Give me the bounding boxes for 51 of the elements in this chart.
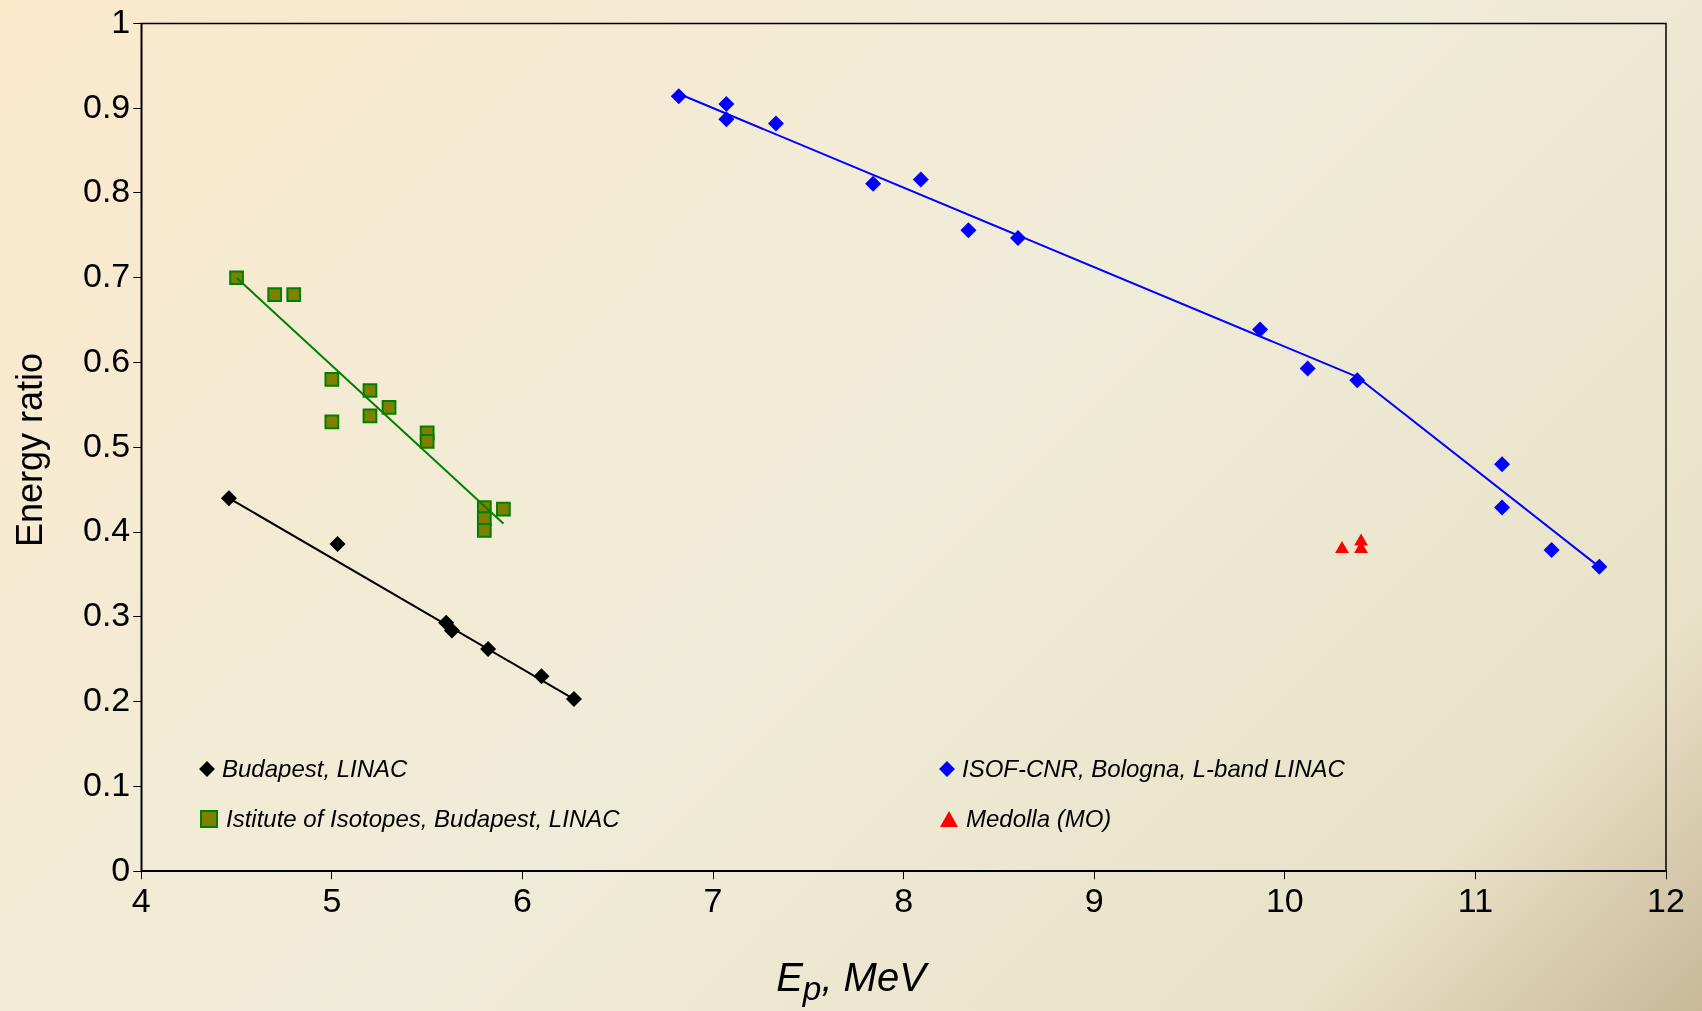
legend-label: Medolla (MO) (966, 805, 1112, 833)
point (912, 171, 929, 188)
y-tick-label: 0.6 (83, 340, 131, 379)
point (767, 115, 784, 132)
point (1299, 360, 1316, 377)
y-tick-label: 0 (111, 849, 131, 888)
point (476, 523, 492, 538)
y-axis-title: Energy ratio (9, 352, 51, 548)
point (1252, 321, 1269, 338)
legend-label: Budapest, LINAC (222, 755, 408, 783)
point (1335, 541, 1349, 554)
y-tick-label: 0.2 (83, 680, 131, 719)
point (496, 501, 511, 517)
x-tick-label: 5 (322, 880, 342, 919)
point (329, 535, 346, 552)
point (565, 691, 582, 708)
x-tick-label: 12 (1647, 880, 1685, 919)
y-tick-label: 0.9 (83, 86, 131, 125)
y-tick-label: 0.8 (83, 171, 131, 210)
x-tick-label: 4 (131, 880, 151, 919)
point (1543, 541, 1560, 558)
point (419, 434, 435, 449)
point (865, 175, 882, 192)
point (324, 414, 340, 430)
y-tick-label: 0.5 (83, 425, 131, 464)
y-tick-label: 0.1 (83, 764, 131, 803)
point (362, 408, 378, 424)
x-tick-label: 9 (1084, 880, 1104, 919)
y-tick-label: 0.4 (83, 510, 131, 549)
x-tick-label: 11 (1457, 880, 1494, 919)
point (324, 372, 340, 387)
x-tick-label: 8 (894, 880, 914, 919)
point (1494, 456, 1511, 473)
legend-label: ISOF-CNR, Bologna, L-band LINAC (962, 755, 1345, 783)
x-tick-label: 6 (512, 880, 532, 919)
point (381, 400, 397, 415)
point (718, 95, 735, 112)
y-tick-label: 0.3 (83, 595, 131, 634)
point (1494, 499, 1511, 516)
y-tick-label: 1 (111, 1, 131, 40)
point (1591, 558, 1608, 575)
legend-label: Istitute of Isotopes, Budapest, LINAC (226, 805, 620, 833)
point (286, 287, 302, 303)
point (960, 222, 977, 239)
x-axis-title: E$_{p}$, MeV (775, 955, 930, 1008)
x-tick-label: 10 (1265, 880, 1304, 919)
point (220, 490, 237, 507)
y-tick-label: 0.7 (83, 256, 131, 295)
point (362, 383, 378, 398)
point (267, 287, 283, 303)
x-tick-label: 7 (703, 880, 723, 919)
